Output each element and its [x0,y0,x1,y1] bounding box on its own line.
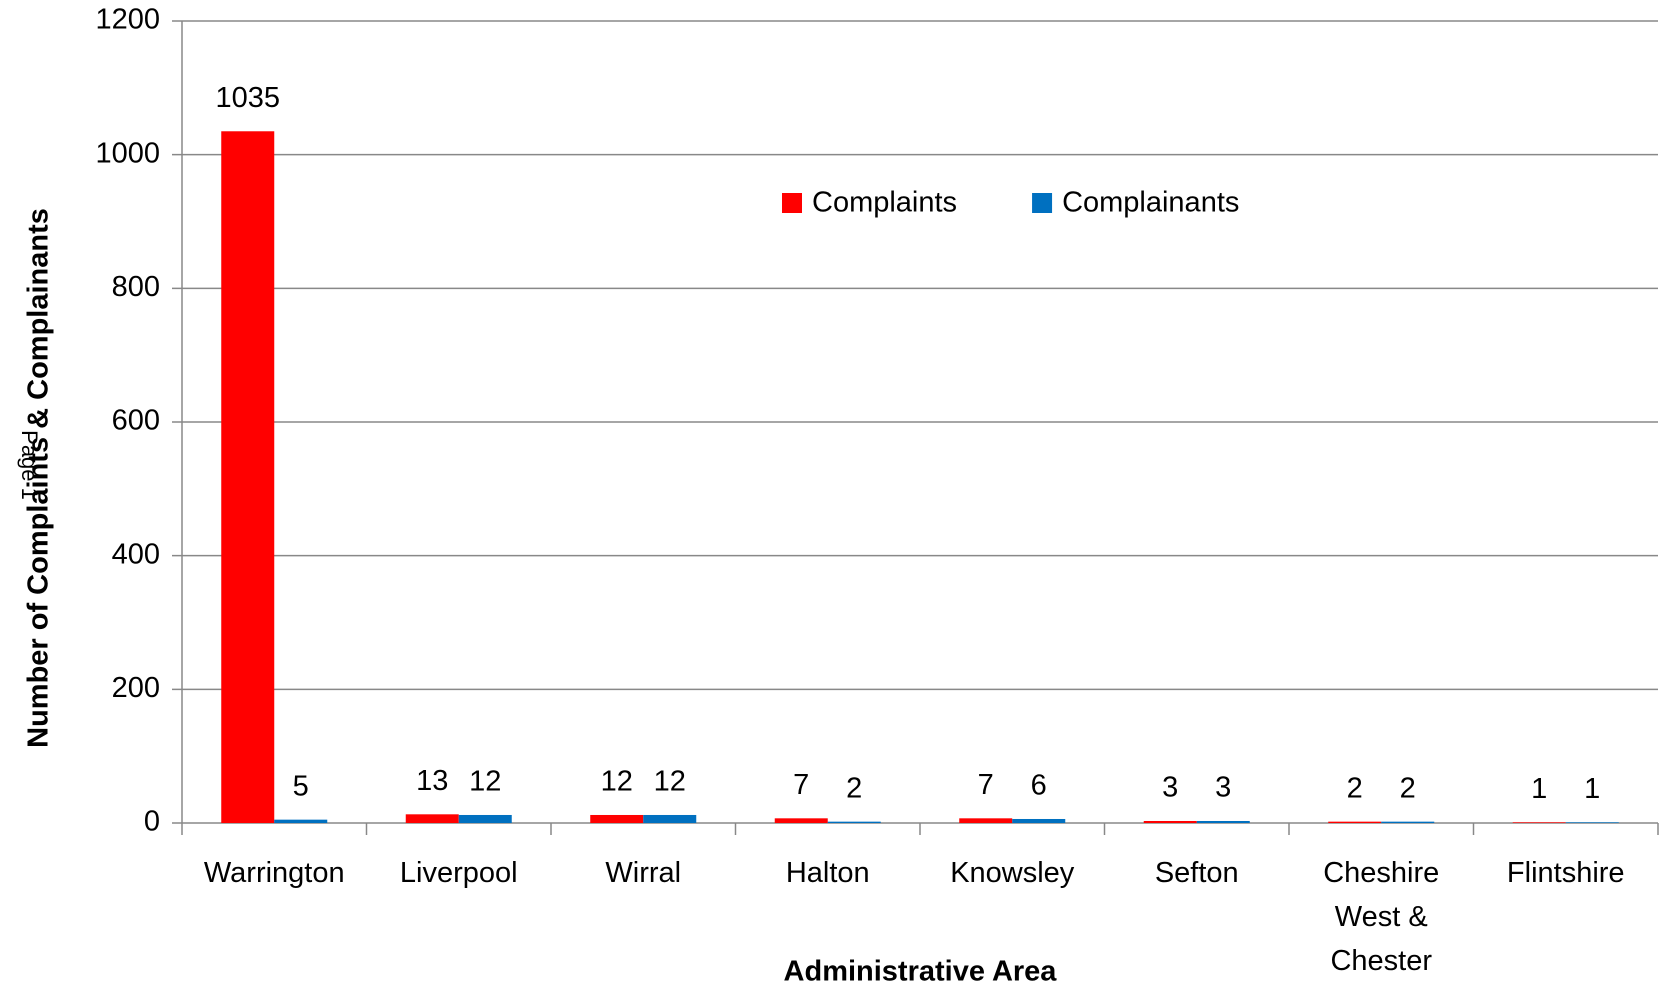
bar [458,814,512,823]
x-tick-label: Liverpool [399,857,518,889]
bar [643,814,697,823]
bar [1143,820,1197,823]
page-annotation: Page 1 [17,430,42,500]
legend-swatch [782,193,802,213]
data-label: 1035 [215,82,280,114]
data-label: 1 [1584,773,1600,805]
x-tick-label: Wirral [605,857,682,889]
bar [221,131,275,823]
x-tick-label: Warrington [203,857,345,889]
x-axis-title: Administrative Area [784,956,1058,988]
data-label: 2 [1400,772,1416,804]
y-axis-title: Number of Complaints & Complainants [23,208,55,748]
data-label: 2 [846,772,862,804]
x-tick-label: Sefton [1154,857,1239,889]
x-tick-label: Flintshire [1506,857,1625,889]
y-tick-label: 0 [144,806,160,838]
data-label: 5 [293,770,309,802]
y-tick-label: 400 [112,538,160,570]
legend-swatch [1032,193,1053,213]
data-label: 7 [978,769,994,801]
bar [1512,822,1566,823]
data-label: 1 [1531,773,1547,805]
data-label: 12 [654,766,686,798]
data-label: 7 [793,769,809,801]
y-tick-label: 200 [112,672,160,704]
data-label: 12 [469,766,501,798]
y-tick-label: 1000 [95,137,160,169]
data-label: 12 [601,766,633,798]
bar [1565,822,1619,823]
legend-label: Complainants [1062,187,1239,219]
bar [1012,818,1066,823]
legend-label: Complaints [812,187,957,219]
data-label: 3 [1215,772,1231,804]
x-tick-label: Halton [785,857,870,889]
data-label: 2 [1347,772,1363,804]
bar [959,818,1013,823]
y-tick-label: 1200 [95,4,160,36]
y-tick-label: 800 [112,271,160,303]
bar [1328,821,1382,823]
x-tick-label: Knowsley [950,857,1075,889]
bar [1196,820,1250,823]
bar [1381,821,1435,823]
bar [774,818,828,823]
data-label: 6 [1031,770,1047,802]
x-tick-label: Cheshire West & Chester [1323,857,1440,977]
data-label: 3 [1162,772,1178,804]
bar [405,814,459,823]
data-label: 13 [416,765,448,797]
bar [274,819,328,823]
bar [590,814,644,823]
bar [827,821,881,823]
y-tick-label: 600 [112,405,160,437]
